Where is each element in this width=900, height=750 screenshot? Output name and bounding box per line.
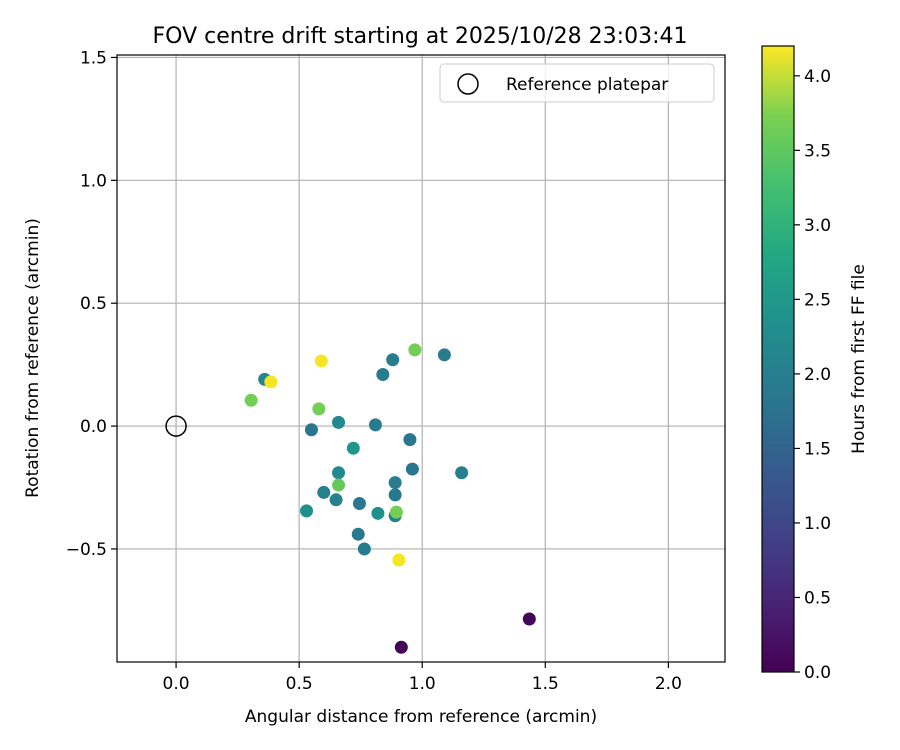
- grid-lines: [117, 55, 725, 662]
- colorbar-tick-label: 4.0: [804, 67, 831, 87]
- colorbar-tick-label: 0.0: [804, 663, 831, 683]
- y-axis-ticks: −0.5 0.0 0.5 1.0 1.5: [66, 48, 117, 560]
- colorbar: 0.0 0.5 1.0 1.5 2.0 2.5 3.0 3.5 4.0 Hours from f…: [761, 45, 869, 683]
- colorbar-tick-label: 2.0: [804, 365, 831, 385]
- colorbar-tick-label: 2.5: [804, 290, 831, 310]
- data-point: [403, 433, 417, 447]
- data-point: [389, 505, 403, 519]
- data-point: [388, 476, 402, 490]
- y-tick-label: 1.0: [80, 171, 107, 191]
- data-point: [455, 466, 469, 480]
- reference-marker: [165, 415, 187, 437]
- legend-marker-reference: [457, 73, 479, 95]
- data-point: [522, 612, 536, 626]
- data-point: [388, 488, 402, 502]
- chart-title: FOV centre drift starting at 2025/10/28 …: [153, 24, 688, 49]
- x-tick-label: 0.0: [163, 674, 190, 694]
- data-point: [394, 640, 408, 654]
- data-point: [357, 542, 371, 556]
- legend: Reference platepar: [439, 63, 715, 103]
- y-tick-label: −0.5: [66, 540, 107, 560]
- legend-box: [439, 63, 715, 103]
- data-point: [317, 485, 331, 499]
- data-point: [304, 423, 318, 437]
- legend-label-reference: Reference platepar: [506, 75, 668, 95]
- data-point: [352, 496, 366, 510]
- colorbar-tick-label: 3.5: [804, 141, 831, 161]
- x-tick-label: 1.0: [409, 674, 436, 694]
- plot-area: 0.0 0.5 1.0 1.5 2.0 −0.5 0.0 0.5 1.0 1.5: [66, 48, 726, 694]
- colorbar-tick-label: 1.5: [804, 439, 831, 459]
- data-points: [244, 343, 536, 654]
- y-tick-label: 0.0: [80, 417, 107, 437]
- colorbar-ticks: 0.0 0.5 1.0 1.5 2.0 2.5 3.0 3.5 4.0: [794, 67, 831, 683]
- data-point: [351, 527, 365, 541]
- data-point: [314, 354, 328, 368]
- data-point: [371, 506, 385, 520]
- plot-background: [117, 55, 725, 662]
- data-point: [300, 504, 314, 518]
- data-point: [392, 553, 406, 567]
- data-point: [437, 348, 451, 362]
- plot-frame: [116, 54, 726, 663]
- data-point: [264, 375, 278, 389]
- data-point: [332, 478, 346, 492]
- x-tick-label: 1.5: [532, 674, 559, 694]
- colorbar-tick-label: 0.5: [804, 588, 831, 608]
- colorbar-label: Hours from first FF file: [849, 264, 869, 454]
- data-point: [329, 493, 343, 507]
- data-point: [244, 393, 258, 407]
- y-tick-label: 1.5: [80, 48, 107, 68]
- y-axis-label: Rotation from reference (arcmin): [23, 218, 43, 498]
- colorbar-tick-label: 3.0: [804, 216, 831, 236]
- x-axis-ticks: 0.0 0.5 1.0 1.5 2.0: [163, 662, 682, 694]
- data-point: [408, 343, 422, 357]
- data-point: [405, 462, 419, 476]
- data-point: [368, 418, 382, 432]
- x-axis-label: Angular distance from reference (arcmin): [245, 707, 597, 727]
- y-tick-label: 0.5: [80, 294, 107, 314]
- x-tick-label: 2.0: [655, 674, 682, 694]
- x-tick-label: 0.5: [286, 674, 313, 694]
- colorbar-tick-label: 1.0: [804, 514, 831, 534]
- data-point: [346, 441, 360, 455]
- colorbar-gradient: [761, 45, 795, 673]
- data-point: [332, 415, 346, 429]
- data-point: [386, 353, 400, 367]
- data-point: [332, 466, 346, 480]
- data-point: [312, 402, 326, 416]
- data-point: [376, 367, 390, 381]
